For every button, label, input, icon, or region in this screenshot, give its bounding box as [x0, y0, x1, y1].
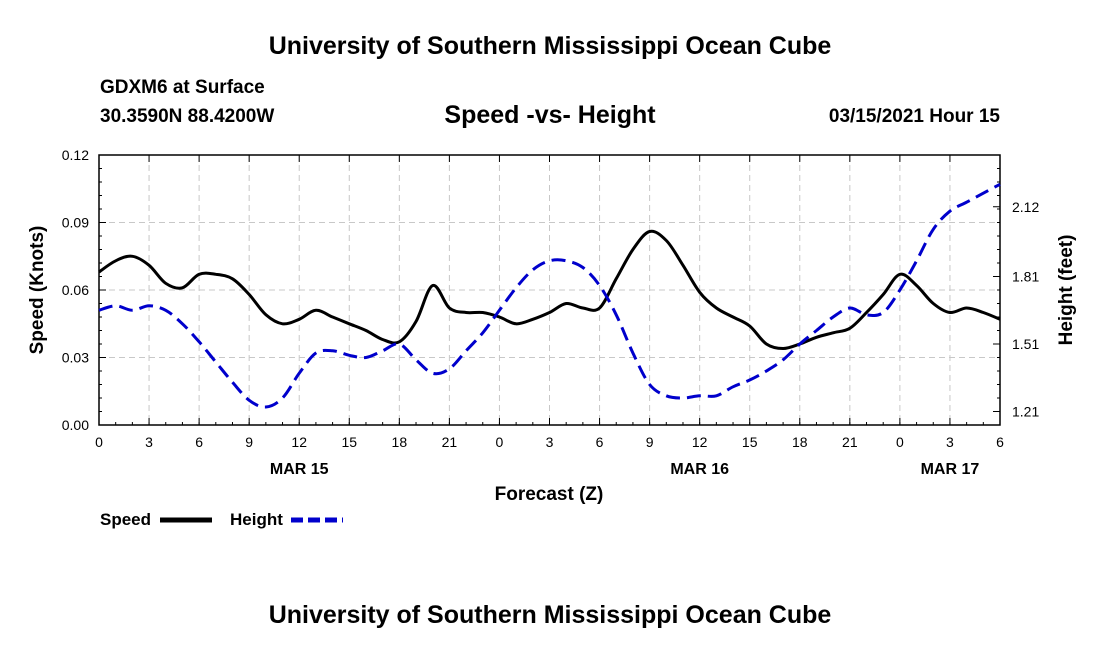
- y2-axis-label: Height (feet): [1056, 235, 1077, 346]
- y2-tick-label: 1.81: [1012, 269, 1039, 285]
- speed-series-line: [98, 229, 1001, 350]
- top-title: University of Southern Mississippi Ocean…: [268, 32, 832, 60]
- x-tick-label: 18: [392, 434, 408, 450]
- axis-ticks: 0 3 6 9 12 15 18 21 0 3 6 9 12 15 18 21 0 3 6 MAR 15 MAR 16 M…: [62, 147, 1040, 478]
- datetime-label: 03/15/2021 Hour 15: [828, 106, 1000, 127]
- x-tick-label: 9: [646, 434, 654, 450]
- legend: Speed Height: [100, 510, 343, 529]
- x-tick-label: 6: [195, 434, 203, 450]
- x-tick-label: 21: [842, 434, 858, 450]
- y-tick-label: 0.00: [62, 417, 89, 433]
- legend-label-height: Height: [230, 510, 283, 529]
- x-tick-label: 0: [496, 434, 504, 450]
- chart-title: Speed -vs- Height: [444, 101, 656, 129]
- x-tick-label: 3: [946, 434, 954, 450]
- bottom-title: University of Southern Mississippi Ocean…: [268, 601, 832, 629]
- x-tick-label: 21: [442, 434, 458, 450]
- series-layer: [98, 182, 1001, 409]
- x-tick-label: 0: [896, 434, 904, 450]
- y2-tick-label: 2.12: [1012, 199, 1039, 215]
- x-tick-label: 15: [341, 434, 357, 450]
- x-tick-label: 6: [996, 434, 1004, 450]
- x-tick-label: 12: [291, 434, 307, 450]
- height-series-line: [98, 182, 1001, 409]
- x-tick-label: 0: [95, 434, 103, 450]
- y2-tick-label: 1.21: [1012, 404, 1039, 420]
- x-tick-label: 3: [546, 434, 554, 450]
- y-tick-label: 0.03: [62, 350, 89, 366]
- speed-height-chart: 0 3 6 9 12 15 18 21 0 3 6 9 12 15 18 21 0 3 6 MAR 15 MAR 16 M…: [27, 147, 1077, 529]
- y-tick-label: 0.12: [62, 147, 89, 163]
- y-tick-label: 0.09: [62, 215, 89, 231]
- location-label: 30.3590N 88.4200W: [100, 106, 275, 127]
- date-label: MAR 17: [921, 461, 980, 478]
- x-tick-label: 6: [596, 434, 604, 450]
- y-axis-label: Speed (Knots): [27, 226, 48, 355]
- x-tick-label: 12: [692, 434, 708, 450]
- date-label: MAR 15: [270, 461, 329, 478]
- x-tick-label: 18: [792, 434, 808, 450]
- y2-tick-label: 1.51: [1012, 336, 1039, 352]
- date-label: MAR 16: [670, 461, 729, 478]
- x-tick-label: 9: [245, 434, 253, 450]
- x-tick-label: 3: [145, 434, 153, 450]
- y-tick-label: 0.06: [62, 282, 89, 298]
- legend-label-speed: Speed: [100, 510, 151, 529]
- x-tick-label: 15: [742, 434, 758, 450]
- station-label: GDXM6 at Surface: [100, 77, 265, 98]
- x-axis-label: Forecast (Z): [495, 484, 604, 505]
